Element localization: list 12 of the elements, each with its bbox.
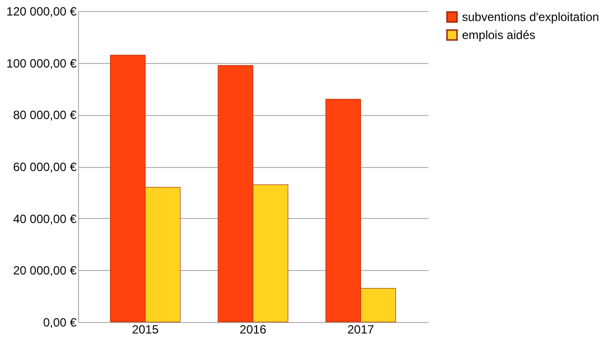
y-tick-label: 20 000,00 € [13, 264, 77, 278]
y-tick-label: 40 000,00 € [13, 212, 77, 226]
x-tick-label: 2015 [132, 322, 159, 336]
x-tick-label: 2016 [240, 322, 267, 336]
y-tick-label: 120 000,00 € [6, 4, 77, 18]
y-tick-label: 80 000,00 € [13, 108, 77, 122]
legend-label: subventions d'exploitation [462, 10, 600, 24]
x-tick-label: 2017 [347, 322, 374, 336]
y-tick-label: 60 000,00 € [13, 160, 77, 174]
y-tick-label: 100 000,00 € [6, 56, 77, 70]
legend-label: emplois aidés [462, 28, 536, 42]
y-tick-label: 0,00 € [43, 316, 77, 330]
